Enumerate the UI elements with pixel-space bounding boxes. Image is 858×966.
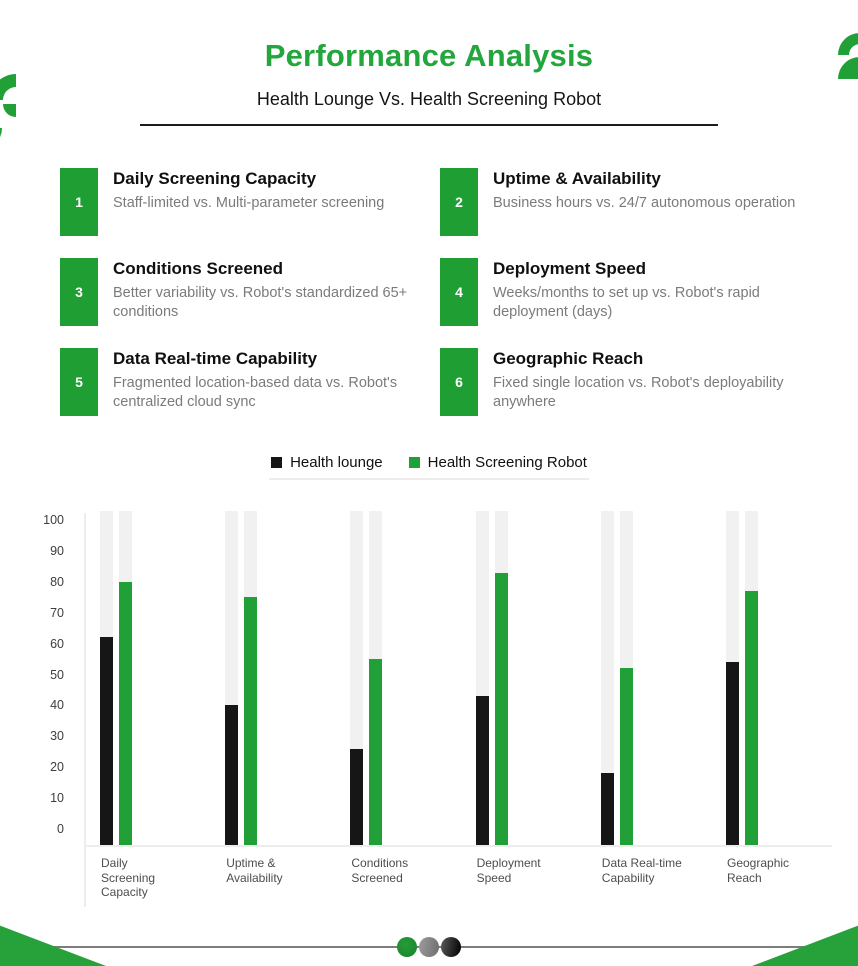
x-axis-label: Daily Screening Capacity	[101, 856, 156, 900]
feature-item-2: 2 Uptime & Availability Business hours v…	[440, 168, 802, 236]
y-axis-line	[84, 513, 86, 907]
y-axis-tick-label: 0	[57, 822, 64, 836]
feature-item-1: 1 Daily Screening Capacity Staff-limited…	[60, 168, 440, 236]
bar-track	[600, 510, 614, 845]
feature-number-badge: 6	[440, 348, 478, 416]
bar-plot: 0 10 20 30 40 50 60 70 80 90 100 Daily Screening Capa…	[0, 505, 858, 935]
y-axis-tick-label: 10	[50, 791, 64, 806]
bar-health-lounge	[726, 662, 739, 845]
x-axis-label: Geographic Reach	[727, 856, 790, 885]
feature-description: Fragmented location-based data vs. Robot…	[113, 375, 398, 410]
feature-description: Staff-limited vs. Multi-parameter screen…	[113, 195, 385, 211]
feature-description: Weeks/months to set up vs. Robot's rapid…	[493, 285, 760, 320]
bar-health-screening-robot	[244, 597, 258, 845]
pagination-dot-3[interactable]	[441, 937, 461, 957]
title-divider	[140, 124, 718, 126]
y-axis-tick-label: 50	[50, 667, 64, 682]
bar-health-lounge	[100, 637, 113, 845]
bar-health-screening-robot	[369, 659, 383, 845]
feature-title: Data Real-time Capability	[113, 349, 318, 368]
legend-label: Health lounge	[290, 454, 383, 471]
x-axis-label: Uptime & Availability	[226, 856, 283, 885]
feature-item-5: 5 Data Real-time Capability Fragmented l…	[60, 348, 440, 416]
legend-item-health-screening-robot: Health Screening Robot	[408, 454, 587, 471]
bar-health-screening-robot	[619, 668, 633, 845]
feature-number: 4	[455, 284, 463, 300]
bar-health-lounge	[600, 773, 614, 845]
feature-number: 5	[75, 374, 83, 390]
y-axis-tick-label: 70	[50, 605, 64, 620]
feature-title: Geographic Reach	[493, 349, 644, 368]
y-axis-tick-label: 40	[50, 698, 64, 713]
y-axis-tick-label: 100	[43, 513, 64, 527]
feature-item-6: 6 Geographic Reach Fixed single location…	[440, 348, 802, 416]
feature-title: Conditions Screened	[113, 259, 284, 278]
feature-number: 6	[455, 374, 463, 390]
pagination-dot-2[interactable]	[419, 937, 439, 957]
feature-description: Better variability vs. Robot's standardi…	[113, 285, 408, 320]
pagination-dot-1[interactable]	[397, 937, 417, 957]
legend-swatch	[408, 457, 420, 468]
feature-grid: 1 Daily Screening Capacity Staff-limited…	[60, 168, 802, 416]
bar-health-lounge	[475, 696, 489, 845]
bar-health-lounge	[225, 705, 239, 845]
brand-logo-mark-right	[838, 33, 858, 79]
feature-description: Fixed single location vs. Robot's deploy…	[493, 375, 784, 410]
feature-number: 2	[455, 194, 463, 210]
y-axis-tick-label: 30	[50, 729, 64, 744]
feature-title: Deployment Speed	[493, 259, 647, 278]
page-title: Performance Analysis	[264, 38, 594, 73]
feature-title: Daily Screening Capacity	[113, 169, 317, 188]
legend-item-health-lounge: Health lounge	[271, 454, 383, 471]
legend-label: Health Screening Robot	[427, 454, 587, 471]
y-axis-tick-label: 60	[50, 636, 64, 651]
page-subtitle: Health Lounge Vs. Health Screening Robot	[256, 89, 602, 109]
legend-swatch	[271, 457, 283, 468]
feature-number-badge: 3	[60, 258, 98, 326]
legend-divider	[269, 478, 589, 480]
feature-number: 1	[75, 194, 83, 210]
pagination-dots	[397, 937, 461, 957]
feature-number: 3	[75, 284, 83, 300]
feature-number-badge: 1	[60, 168, 98, 236]
x-axis-label: Conditions Screened	[351, 856, 409, 885]
feature-number-badge: 2	[440, 168, 478, 236]
feature-description: Business hours vs. 24/7 autonomous opera…	[493, 195, 796, 211]
brand-logo-mark-left	[0, 74, 16, 137]
bar-health-screening-robot	[119, 581, 132, 845]
chart-legend: Health lounge Health Screening Robot	[0, 454, 858, 471]
feature-number-badge: 5	[60, 348, 98, 416]
x-axis-label: Data Real-time Capability	[601, 856, 682, 885]
feature-number-badge: 4	[440, 258, 478, 326]
x-baseline	[84, 845, 832, 847]
bar-health-screening-robot	[494, 572, 508, 845]
y-axis-tick-label: 80	[50, 574, 64, 589]
bar-health-screening-robot	[745, 591, 758, 845]
x-axis-label: Deployment Speed	[476, 856, 541, 885]
feature-item-3: 3 Conditions Screened Better variability…	[60, 258, 440, 326]
y-axis-tick-label: 20	[50, 760, 64, 775]
y-axis-tick-label: 90	[50, 543, 64, 558]
feature-title: Uptime & Availability	[493, 169, 661, 188]
bar-health-lounge	[350, 748, 364, 845]
feature-item-4: 4 Deployment Speed Weeks/months to set u…	[440, 258, 802, 326]
